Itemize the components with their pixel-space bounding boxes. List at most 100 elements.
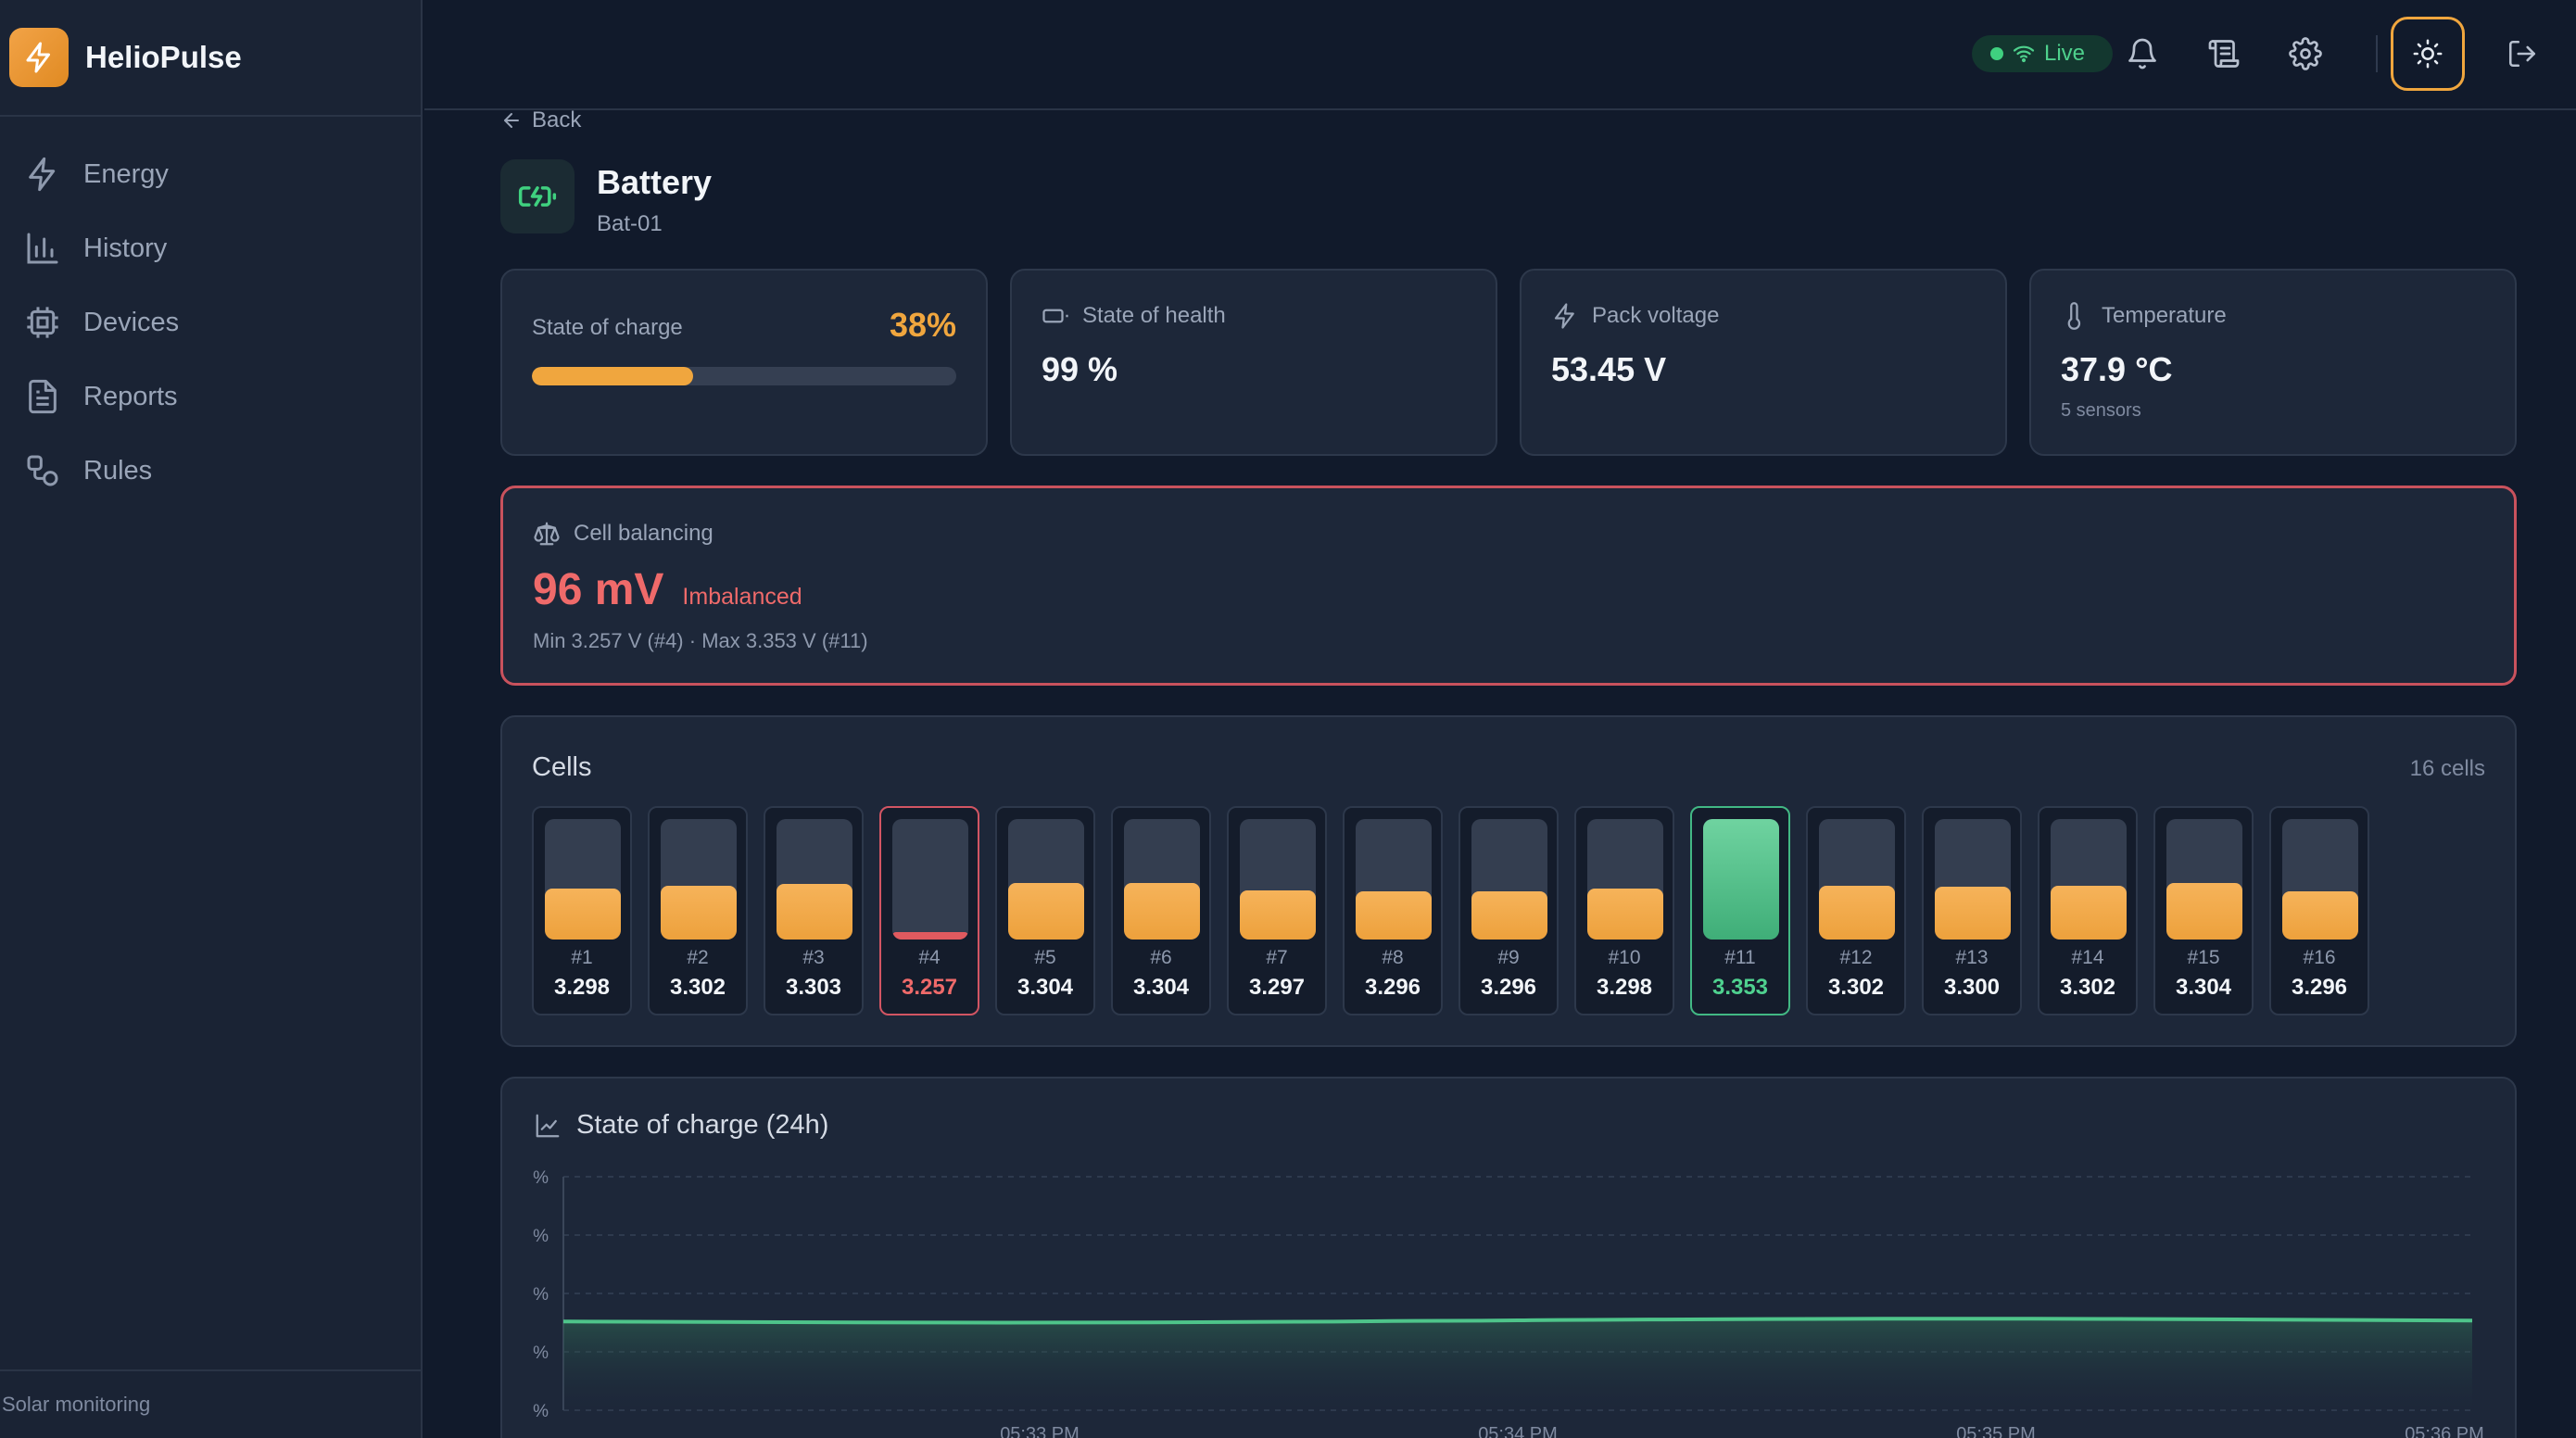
cell-tile[interactable]: #8 3.296 bbox=[1343, 806, 1443, 1015]
soc-progress-fill bbox=[532, 367, 694, 385]
cell-tile[interactable]: #6 3.304 bbox=[1111, 806, 1211, 1015]
cell-level-bar bbox=[1240, 819, 1316, 940]
cell-tile[interactable]: #13 3.300 bbox=[1922, 806, 2022, 1015]
temperature-card: Temperature 37.9 °C 5 sensors bbox=[2029, 269, 2517, 456]
logout-icon bbox=[2508, 40, 2536, 68]
cell-index: #10 bbox=[1608, 947, 1641, 968]
cell-voltage: 3.298 bbox=[553, 975, 611, 1000]
cell-voltage: 3.300 bbox=[1943, 975, 2001, 1000]
cell-tile[interactable]: #5 3.304 bbox=[995, 806, 1095, 1015]
cell-tile[interactable]: #3 3.303 bbox=[764, 806, 864, 1015]
sidebar-item-reports[interactable]: Reports bbox=[0, 360, 421, 434]
cell-index: #14 bbox=[2071, 947, 2104, 968]
battery-charging-icon bbox=[500, 159, 575, 233]
logs-button[interactable] bbox=[2187, 17, 2261, 91]
back-link[interactable]: Back bbox=[500, 107, 581, 133]
battery-icon bbox=[1042, 309, 1068, 323]
cell-tile[interactable]: #9 3.296 bbox=[1458, 806, 1559, 1015]
sidebar: HelioPulse Energy History Devices Report… bbox=[0, 0, 423, 1438]
cell-tile[interactable]: #14 3.302 bbox=[2038, 806, 2138, 1015]
cell-level-bar bbox=[892, 819, 968, 940]
sidebar-item-rules[interactable]: Rules bbox=[0, 434, 421, 508]
cell-tile[interactable]: #1 3.298 bbox=[532, 806, 632, 1015]
logout-button[interactable] bbox=[2485, 17, 2559, 91]
cell-level-fill bbox=[545, 889, 621, 940]
cell-index: #11 bbox=[1724, 947, 1756, 968]
scale-icon bbox=[534, 522, 560, 546]
chip-icon bbox=[27, 307, 58, 338]
y-tick-label: % bbox=[533, 1402, 549, 1421]
cell-tile[interactable]: #2 3.302 bbox=[648, 806, 748, 1015]
sidebar-item-devices[interactable]: Devices bbox=[0, 285, 421, 360]
theme-toggle-button[interactable] bbox=[2391, 17, 2465, 91]
page-title: Battery bbox=[597, 163, 713, 201]
soc-progress-track bbox=[532, 367, 956, 385]
cell-voltage: 3.303 bbox=[785, 975, 842, 1000]
cell-tile[interactable]: #7 3.297 bbox=[1227, 806, 1327, 1015]
cell-tile[interactable]: #12 3.302 bbox=[1806, 806, 1906, 1015]
cell-level-bar bbox=[1471, 819, 1547, 940]
gear-icon bbox=[2289, 37, 2322, 70]
arrow-left-icon bbox=[504, 113, 519, 128]
cell-index: #16 bbox=[2303, 947, 2336, 968]
cell-level-fill bbox=[1124, 882, 1200, 940]
brand[interactable]: HelioPulse bbox=[0, 0, 421, 117]
cell-level-fill bbox=[1471, 891, 1547, 940]
cells-title: Cells bbox=[532, 752, 592, 782]
cell-index: #9 bbox=[1497, 947, 1520, 968]
cell-tile[interactable]: #15 3.304 bbox=[2153, 806, 2254, 1015]
y-tick-label: % bbox=[533, 1343, 549, 1363]
sidebar-item-energy[interactable]: Energy bbox=[0, 137, 421, 211]
cell-level-fill bbox=[1819, 885, 1895, 940]
cell-level-fill bbox=[2166, 882, 2242, 940]
cell-level-bar bbox=[1935, 819, 2011, 940]
cell-index: #3 bbox=[802, 947, 825, 968]
cell-index: #5 bbox=[1034, 947, 1056, 968]
cell-voltage: 3.257 bbox=[901, 975, 958, 1000]
brand-name: HelioPulse bbox=[85, 40, 242, 74]
cell-tile[interactable]: #16 3.296 bbox=[2269, 806, 2369, 1015]
document-icon bbox=[29, 379, 57, 414]
cell-tile[interactable]: #4 3.257 bbox=[879, 806, 979, 1015]
line-chart-icon bbox=[536, 1114, 560, 1137]
top-header: Live bbox=[424, 0, 2576, 110]
cell-index: #1 bbox=[571, 947, 593, 968]
cell-level-bar bbox=[1819, 819, 1895, 940]
cell-balancing-card: Cell balancing 96 mV Imbalanced Min 3.25… bbox=[500, 486, 2517, 686]
soc-chart: %%%%% 05:33 PM 05:34 PM 05:35 PM 05:36 PM bbox=[533, 1168, 2484, 1438]
sun-icon bbox=[2413, 39, 2443, 69]
settings-button[interactable] bbox=[2268, 17, 2342, 91]
cell-voltage: 3.296 bbox=[1480, 975, 1537, 1000]
temperature-label: Temperature bbox=[2102, 303, 2227, 328]
bolt-icon bbox=[29, 157, 56, 192]
cell-voltage: 3.297 bbox=[1248, 975, 1306, 1000]
cell-level-fill bbox=[892, 932, 968, 940]
cell-index: #13 bbox=[1955, 947, 1989, 968]
cell-tile[interactable]: #11 3.353 bbox=[1690, 806, 1790, 1015]
sidebar-footer: Solar monitoring bbox=[0, 1369, 421, 1438]
sidebar-item-label: Devices bbox=[83, 307, 180, 337]
sidebar-item-history[interactable]: History bbox=[0, 211, 421, 285]
thermometer-icon bbox=[2067, 302, 2081, 330]
cell-voltage: 3.302 bbox=[1827, 975, 1885, 1000]
cells-count: 16 cells bbox=[2409, 756, 2485, 781]
x-tick-label: 05:34 PM bbox=[1478, 1424, 1558, 1438]
cell-index: #6 bbox=[1150, 947, 1172, 968]
voltage-card: Pack voltage 53.45 V bbox=[1520, 269, 2007, 456]
notifications-button[interactable] bbox=[2105, 17, 2179, 91]
chart-title-row: State of charge (24h) bbox=[534, 1110, 828, 1141]
cell-level-fill bbox=[1703, 819, 1779, 940]
sidebar-item-label: Reports bbox=[83, 381, 178, 411]
cell-level-fill bbox=[1935, 886, 2011, 940]
balancing-status: Imbalanced bbox=[682, 584, 802, 610]
cell-tile[interactable]: #10 3.298 bbox=[1574, 806, 1674, 1015]
cell-index: #8 bbox=[1382, 947, 1404, 968]
cell-level-bar bbox=[2166, 819, 2242, 940]
y-tick-label: % bbox=[533, 1227, 549, 1246]
soh-card: State of health 99 % bbox=[1010, 269, 1497, 456]
cell-level-bar bbox=[1008, 819, 1084, 940]
rules-icon bbox=[27, 455, 58, 486]
cell-level-bar bbox=[545, 819, 621, 940]
sidebar-nav: Energy History Devices Reports Rules bbox=[0, 117, 421, 508]
cell-level-bar bbox=[2282, 819, 2358, 940]
